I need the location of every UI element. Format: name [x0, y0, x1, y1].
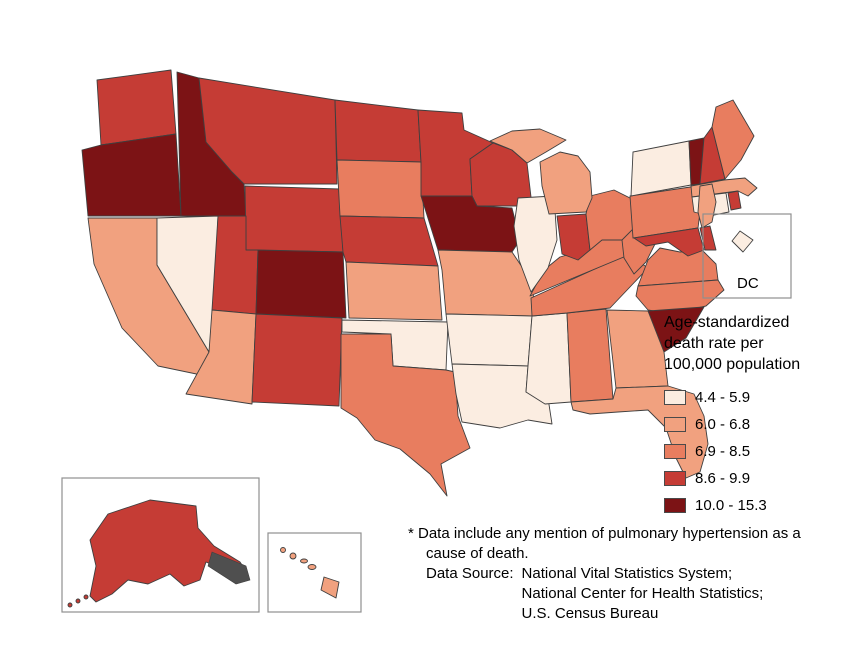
state-MI-lower [539, 151, 593, 215]
state-NY [630, 140, 692, 197]
state-RI [727, 190, 742, 211]
legend-label-5: 10.0 - 15.3 [695, 497, 767, 514]
legend-label-4: 8.6 - 9.9 [695, 470, 751, 487]
dc-inset-box [702, 213, 792, 299]
footnote-line-2: cause of death. [426, 545, 529, 562]
state-AL [566, 308, 614, 403]
legend-swatch-4 [664, 471, 686, 486]
state-MI-upper [489, 128, 567, 164]
state-ND [334, 99, 422, 163]
data-source-line-2: National Center for Health Statistics; [521, 585, 764, 602]
hawaii-inset [280, 547, 340, 599]
legend-item: 6.0 - 6.8 [664, 416, 850, 433]
state-AK [89, 499, 249, 603]
state-GA [606, 309, 669, 389]
state-SD [336, 159, 425, 219]
state-NM [251, 313, 343, 407]
state-IN [556, 213, 591, 261]
legend-title: Age-standardized death rate per 100,000 … [664, 314, 801, 373]
legend-label-2: 6.0 - 6.8 [695, 416, 751, 433]
dc-inset: DC [731, 230, 759, 292]
state-KS [345, 261, 443, 321]
inset-boxes [61, 213, 792, 613]
footnote-line-1: * Data include any mention of pulmonary … [408, 525, 801, 542]
state-NE [339, 215, 439, 267]
aleutian-island [83, 594, 89, 600]
legend-swatch-3 [664, 444, 686, 459]
state-FL [570, 385, 709, 479]
states-group [81, 69, 758, 497]
state-MS [525, 312, 572, 405]
state-DC [731, 230, 754, 253]
data-source-line-1: National Vital Statistics System; [521, 565, 733, 582]
state-MD [633, 227, 705, 257]
legend-label-1: 4.4 - 5.9 [695, 389, 751, 406]
alaska-inset [67, 499, 251, 608]
footnote: * Data include any mention of pulmonary … [408, 524, 801, 624]
map-legend: Age-standardized death rate per 100,000 … [664, 312, 850, 524]
state-AR [445, 313, 533, 367]
legend-label-3: 6.9 - 8.5 [695, 443, 751, 460]
hawaii-inset-box [267, 532, 362, 613]
alaska-panhandle-islands [207, 551, 251, 585]
state-NJ [697, 183, 717, 229]
legend-item: 10.0 - 15.3 [664, 497, 850, 514]
legend-item: 4.4 - 5.9 [664, 389, 850, 406]
state-HI-kauai [280, 547, 286, 553]
alaska-inset-box [61, 477, 260, 613]
state-ME [711, 99, 755, 180]
legend-item: 8.6 - 9.9 [664, 470, 850, 487]
state-HI-molokai [300, 558, 308, 564]
state-HI-big-island [320, 576, 340, 599]
state-HI-oahu [289, 552, 297, 560]
data-source: Data Source: National Vital Statistics S… [426, 564, 801, 624]
state-HI-maui [307, 564, 317, 570]
state-WY [244, 185, 344, 253]
legend-item: 6.9 - 8.5 [664, 443, 850, 460]
state-OR [81, 133, 182, 217]
aleutian-island [67, 602, 73, 608]
state-WA [96, 69, 177, 146]
state-AZ [185, 309, 257, 405]
dc-label: DC [737, 275, 759, 292]
state-PA [629, 185, 701, 239]
state-CO [255, 249, 347, 319]
legend-swatch-5 [664, 498, 686, 513]
legend-swatch-2 [664, 417, 686, 432]
state-TX [340, 333, 471, 497]
aleutian-island [75, 598, 81, 604]
legend-swatch-1 [664, 390, 686, 405]
data-source-lines: National Vital Statistics System; Nation… [522, 564, 764, 624]
data-source-label: Data Source: [426, 565, 514, 582]
data-source-line-3: U.S. Census Bureau [521, 605, 659, 622]
